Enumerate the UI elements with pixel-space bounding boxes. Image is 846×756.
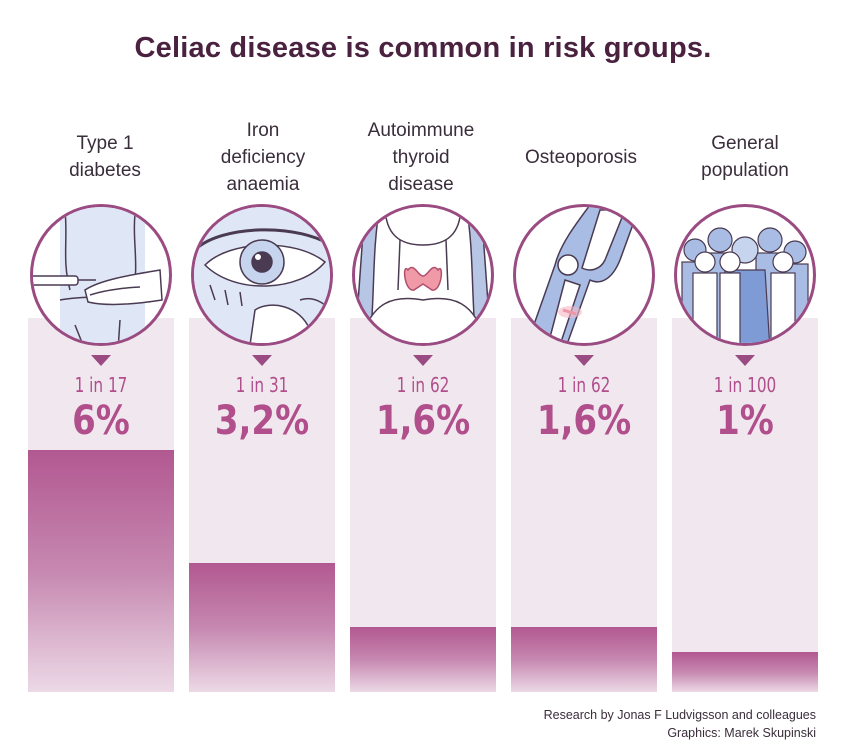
eye-icon — [191, 204, 333, 366]
category-label-iron-deficiency: Iron deficiency anaemia — [220, 120, 306, 195]
ratio-label-2: 1 in 62 — [396, 373, 450, 397]
bar-3 — [511, 627, 657, 692]
value-label-4: 1% — [716, 398, 774, 444]
column-bg-4 — [672, 318, 818, 692]
value-label-0: 6% — [72, 398, 130, 444]
category-label-osteoporosis: Osteoporosis — [525, 147, 637, 168]
category-label-type1-diabetes: Type 1 diabetes — [69, 133, 141, 181]
bar-2 — [350, 627, 496, 692]
research-credit: Research by Jonas F Ludvigsson and colle… — [543, 708, 816, 722]
bar-1 — [189, 562, 335, 692]
crowd-icon — [674, 204, 816, 366]
ratio-label-3: 1 in 62 — [557, 373, 611, 397]
ratio-label-1: 1 in 31 — [235, 373, 289, 397]
category-label-general-population: General population — [701, 133, 789, 181]
insulin-injection-icon — [30, 204, 172, 366]
value-label-1: 3,2% — [214, 398, 310, 444]
ratio-label-4: 1 in 100 — [713, 373, 777, 397]
knee-fracture-icon — [513, 204, 655, 366]
ratio-label-0: 1 in 17 — [74, 373, 128, 397]
thyroid-icon — [352, 204, 494, 366]
graphics-credit: Graphics: Marek Skupinski — [667, 726, 816, 740]
chart-title: Celiac disease is common in risk groups. — [134, 32, 712, 64]
bar-4 — [672, 651, 818, 692]
value-label-2: 1,6% — [375, 398, 471, 444]
value-label-3: 1,6% — [536, 398, 632, 444]
bar-0 — [28, 450, 174, 692]
category-label-thyroid: Autoimmune thyroid disease — [367, 120, 475, 195]
